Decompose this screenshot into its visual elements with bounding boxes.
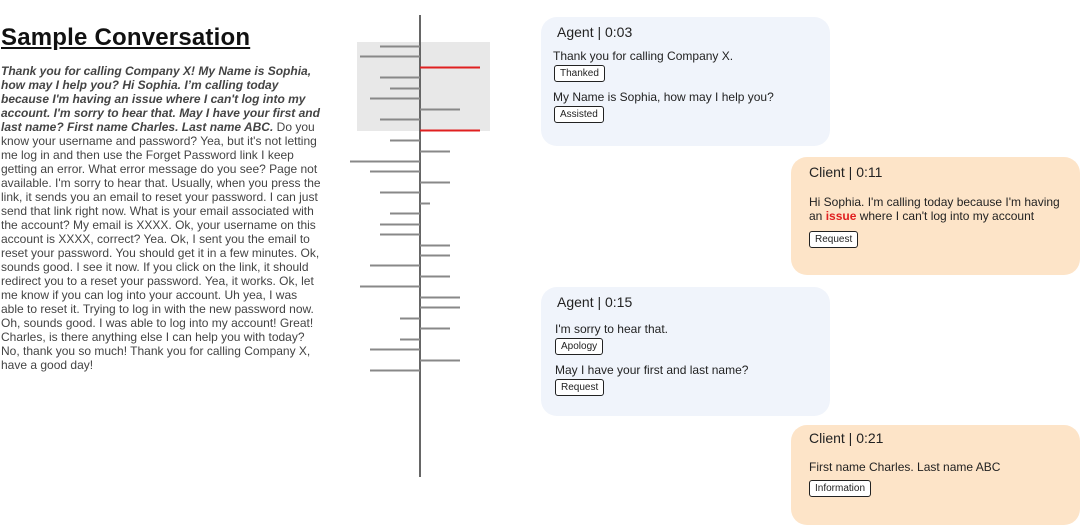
tag-request-button[interactable]: Request (555, 379, 605, 396)
message-agent-1: Agent | 0:03 Thank you for calling Compa… (541, 17, 830, 146)
highlighted-keyword: issue (825, 209, 857, 223)
tag-apology-button[interactable]: Apology (555, 338, 604, 355)
tag-request-button[interactable]: Request (809, 231, 859, 248)
message-header: Agent | 0:15 (557, 294, 633, 310)
message-text-part: Hi Sophia. I'm calling today because I'm… (809, 195, 1060, 223)
tag-information-button[interactable]: Information (809, 480, 872, 497)
tag-thanked-button[interactable]: Thanked (554, 65, 605, 82)
transcript-highlighted: Thank you for calling Company X! My Name… (1, 64, 320, 134)
message-line: Thank you for calling Company X. (553, 49, 734, 63)
timeline-ticks (350, 45, 480, 372)
message-client-2: Client | 0:21 First name Charles. Last n… (791, 425, 1080, 525)
message-header: Client | 0:21 (809, 430, 884, 446)
message-line: I'm sorry to hear that. (555, 322, 668, 336)
transcript-rest: Do you know your username and password? … (1, 120, 321, 372)
message-text-part: where I can't log into my account (856, 209, 1035, 223)
tag-assisted-button[interactable]: Assisted (554, 106, 604, 123)
transcript-text: Thank you for calling Company X! My Name… (1, 64, 323, 372)
timeline-viewport-window[interactable] (357, 42, 490, 131)
message-client-1: Client | 0:11 Hi Sophia. I'm calling tod… (791, 157, 1080, 275)
message-line: May I have your first and last name? (555, 363, 749, 377)
message-line: Hi Sophia. I'm calling today because I'm… (809, 195, 1069, 223)
conversation-timeline (350, 15, 490, 477)
page-title: Sample Conversation (1, 24, 251, 51)
message-line: My Name is Sophia, how may I help you? (553, 90, 774, 104)
message-agent-2: Agent | 0:15 I'm sorry to hear that. Apo… (541, 287, 830, 416)
message-line: First name Charles. Last name ABC (809, 460, 1001, 474)
message-header: Client | 0:11 (809, 164, 883, 180)
message-header: Agent | 0:03 (557, 24, 633, 40)
